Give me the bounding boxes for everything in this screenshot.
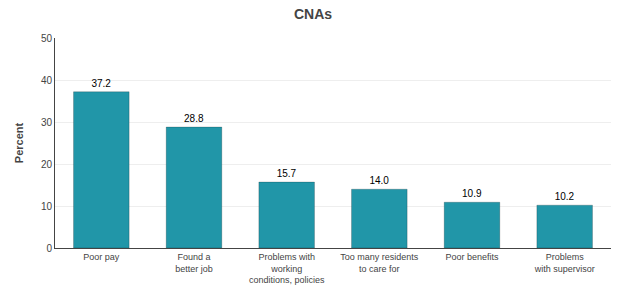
svg-text:10.9: 10.9	[462, 188, 482, 199]
svg-text:Problemswith supervisor: Problemswith supervisor	[534, 252, 595, 274]
svg-text:40: 40	[41, 75, 53, 86]
svg-text:Found abetter job: Found abetter job	[175, 252, 213, 274]
svg-text:Poor benefits: Poor benefits	[445, 252, 499, 262]
svg-text:Too many residentsto care for: Too many residentsto care for	[340, 252, 419, 274]
svg-text:28.8: 28.8	[184, 113, 204, 124]
svg-text:20: 20	[41, 159, 53, 170]
svg-text:Poor pay: Poor pay	[83, 252, 120, 262]
svg-text:CNAs: CNAs	[294, 6, 332, 22]
svg-text:37.2: 37.2	[91, 78, 111, 89]
svg-text:0: 0	[46, 243, 52, 254]
svg-text:10: 10	[41, 201, 53, 212]
svg-text:10.2: 10.2	[555, 191, 575, 202]
svg-text:Problems withworkingconditions: Problems withworkingconditions, policies	[249, 252, 325, 285]
svg-text:50: 50	[41, 33, 53, 44]
svg-text:14.0: 14.0	[369, 175, 389, 186]
svg-text:30: 30	[41, 117, 53, 128]
svg-text:15.7: 15.7	[277, 168, 297, 179]
svg-text:Percent: Percent	[13, 122, 25, 163]
